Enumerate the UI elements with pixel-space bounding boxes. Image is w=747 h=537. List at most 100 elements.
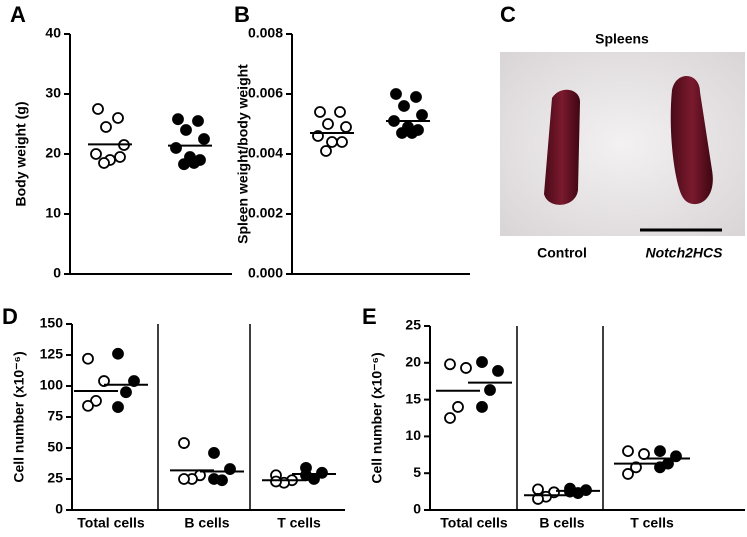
y-tick-label: 0 xyxy=(55,501,63,517)
x-tick-label: B cells xyxy=(184,515,229,531)
point xyxy=(178,158,190,171)
spleen-control xyxy=(544,89,580,205)
point xyxy=(170,142,182,154)
y-tick-label: 15 xyxy=(405,390,421,406)
x-tick-label: B cells xyxy=(539,515,584,531)
point xyxy=(120,386,132,399)
point xyxy=(112,401,124,413)
y-axis-label: Spleen weight/body weight xyxy=(235,64,251,244)
point xyxy=(410,91,422,103)
y-tick-label: 0 xyxy=(53,265,61,281)
y-tick-label: 30 xyxy=(45,85,61,101)
y-tick-label: 0.008 xyxy=(248,25,283,41)
point xyxy=(532,483,544,496)
point xyxy=(92,103,104,115)
point xyxy=(390,88,402,100)
point xyxy=(334,106,346,118)
photo-panel: C Spleens Control Notch2HCS xyxy=(500,2,745,261)
y-axis-label: Body weight (g) xyxy=(13,102,29,207)
caption: Control xyxy=(537,245,587,261)
point xyxy=(622,445,634,458)
y-tick-label: 40 xyxy=(45,25,61,41)
y-tick-label: 0.006 xyxy=(248,85,283,101)
y-axis-label: Cell number (x10⁻⁶) xyxy=(11,351,27,482)
point xyxy=(180,124,192,136)
point xyxy=(128,375,140,387)
y-tick-label: 10 xyxy=(45,205,61,221)
point xyxy=(98,375,110,387)
point xyxy=(476,401,488,413)
point xyxy=(316,466,328,479)
point xyxy=(112,347,124,360)
point xyxy=(654,461,666,474)
point xyxy=(114,151,126,163)
y-tick-label: 50 xyxy=(47,439,63,455)
y-tick-label: 0.002 xyxy=(248,205,283,221)
y-tick-label: 20 xyxy=(405,354,421,370)
point xyxy=(172,113,184,126)
panel-label: C xyxy=(500,2,516,27)
point xyxy=(98,157,110,169)
point xyxy=(82,352,94,365)
point xyxy=(444,412,456,424)
x-tick-label: T cells xyxy=(277,515,321,531)
point xyxy=(178,473,190,485)
y-tick-label: 75 xyxy=(47,408,63,424)
point xyxy=(188,157,200,169)
point xyxy=(476,356,488,368)
point xyxy=(100,121,112,133)
point xyxy=(654,445,666,458)
point xyxy=(322,118,334,130)
panel-label: D xyxy=(2,304,18,329)
point xyxy=(270,475,282,488)
point xyxy=(398,100,410,112)
point xyxy=(82,399,94,412)
y-tick-label: 20 xyxy=(45,145,61,161)
y-tick-label: 100 xyxy=(40,377,64,393)
point xyxy=(622,468,634,480)
point xyxy=(224,463,236,475)
point xyxy=(340,121,352,133)
panel-label: E xyxy=(362,304,377,329)
panel-label: A xyxy=(10,2,26,27)
point xyxy=(416,109,428,121)
y-tick-label: 125 xyxy=(40,346,64,362)
point xyxy=(314,106,326,118)
x-tick-label: Total cells xyxy=(440,515,508,531)
photo xyxy=(500,52,745,236)
point xyxy=(112,112,124,124)
point xyxy=(630,461,642,474)
point xyxy=(484,384,496,396)
point xyxy=(406,127,418,139)
point xyxy=(444,358,456,371)
point xyxy=(178,437,190,449)
point xyxy=(208,447,220,459)
point xyxy=(192,115,204,127)
y-tick-label: 0.004 xyxy=(248,145,283,161)
point xyxy=(90,148,102,160)
point xyxy=(208,473,220,485)
point xyxy=(320,145,332,157)
y-axis-label: Cell number (x10⁻⁶) xyxy=(369,352,385,483)
y-tick-label: 10 xyxy=(405,427,421,443)
x-tick-label: T cells xyxy=(630,515,674,531)
y-tick-label: 150 xyxy=(40,315,64,331)
y-tick-label: 0.000 xyxy=(248,265,283,281)
point xyxy=(532,493,544,505)
panel-label: B xyxy=(234,2,250,27)
y-tick-label: 0 xyxy=(413,501,421,517)
spleen-notch xyxy=(670,75,713,205)
y-tick-label: 25 xyxy=(47,470,63,486)
point xyxy=(300,469,312,482)
point xyxy=(198,133,210,145)
point xyxy=(336,136,348,148)
point xyxy=(460,362,472,374)
y-tick-label: 5 xyxy=(413,464,421,480)
caption: Notch2HCS xyxy=(645,245,723,261)
point xyxy=(396,127,408,139)
point xyxy=(452,401,464,413)
point xyxy=(638,448,650,460)
y-tick-label: 25 xyxy=(405,317,421,333)
point xyxy=(492,364,504,377)
